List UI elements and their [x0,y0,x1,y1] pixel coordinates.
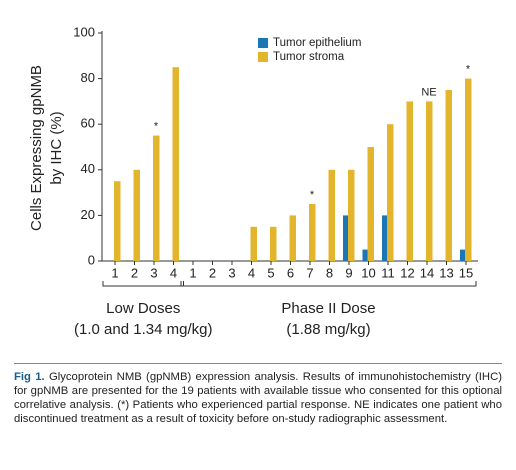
x-tick-label: 3 [150,265,157,280]
y-tick-label: 60 [81,116,95,131]
group-label: Low Doses [106,300,180,317]
bar [426,101,433,262]
x-tick-label: 6 [287,265,294,280]
bar [406,101,413,262]
x-tick-label: 11 [381,265,395,280]
x-tick-label: 3 [228,265,235,280]
bar [382,215,389,261]
x-tick-label: 4 [170,265,177,280]
bar [465,78,472,261]
y-tick-label: 20 [81,207,95,222]
bar [250,226,257,261]
x-tick-label: 1 [111,265,118,280]
x-tick-label: 1 [189,265,196,280]
caption: Fig 1. Glycoprotein NMB (gpNMB) expressi… [14,363,502,426]
group-label: Phase II Dose [281,300,375,317]
bar [387,124,394,261]
bar [270,226,277,261]
bar [133,169,140,261]
bar [343,215,350,261]
chart: Cells Expressing gpNMB by IHC (%) 0 20 40 6… [28,24,478,338]
x-tick-label: 2 [209,265,216,280]
bar [289,215,296,261]
caption-text: Glycoprotein NMB (gpNMB) expression anal… [14,371,503,425]
group-sublabel: (1.88 mg/kg) [286,321,370,338]
bar [328,169,335,261]
y-label: by IHC (%) [48,111,65,184]
y-tick-label: 0 [88,252,95,267]
x-tick-label: 8 [326,265,333,280]
y-tick-label: 80 [81,70,95,85]
legend-swatch [258,52,268,62]
bar [114,181,121,261]
group-bracket [180,281,477,287]
bar [445,90,452,261]
x-tick-label: 5 [267,265,274,280]
bar [367,147,374,261]
x-tick-label: 2 [131,265,138,280]
bar [309,204,316,261]
caption-label: Fig 1. [14,371,45,383]
legend-label: Tumor epithelium [273,37,361,49]
y-tick-label: 40 [81,161,95,176]
annotation: * [310,189,315,201]
bar [460,249,467,261]
annotation: * [154,121,159,133]
annotation: * [466,64,471,76]
x-tick-label: 4 [248,265,255,280]
legend-label: Tumor stroma [273,51,345,63]
x-tick-label: 13 [439,265,453,280]
legend-swatch [258,38,268,48]
bar [348,169,355,261]
x-tick-label: 14 [420,265,434,280]
bar [172,67,179,261]
group-sublabel: (1.0 and 1.34 mg/kg) [74,321,212,338]
bar [362,249,369,261]
x-tick-label: 9 [345,265,352,280]
x-tick-label: 15 [459,265,473,280]
group-bracket [102,281,184,287]
y-label: Cells Expressing gpNMB [28,65,45,231]
x-tick-label: 12 [400,265,414,280]
annotation: NE [421,86,436,98]
x-tick-label: 7 [306,265,313,280]
x-tick-label: 10 [361,265,375,280]
y-tick-label: 100 [73,24,95,39]
bar [153,135,160,261]
